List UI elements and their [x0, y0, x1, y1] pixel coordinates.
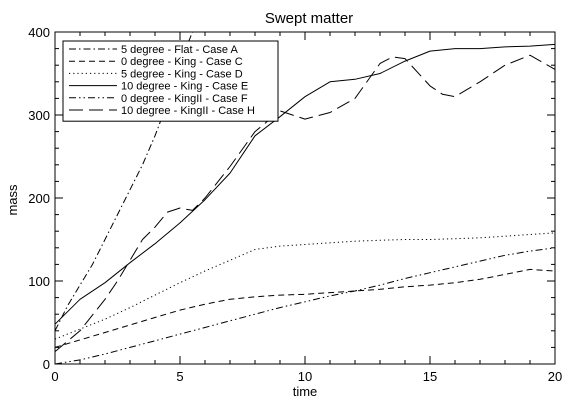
y-tick-label: 400 — [28, 25, 50, 40]
x-tick-label: 20 — [548, 369, 562, 384]
y-tick-label: 200 — [28, 191, 50, 206]
legend-label: 10 degree - King - Case E — [121, 81, 248, 93]
x-tick-label: 10 — [298, 369, 312, 384]
series-line-4 — [55, 43, 555, 325]
y-tick-label: 0 — [43, 357, 50, 372]
series-line-5 — [55, 247, 555, 364]
legend-label: 5 degree - Flat - Case A — [121, 44, 238, 56]
y-tick-label: 300 — [28, 108, 50, 123]
legend-label: 10 degree - KingII - Case H — [121, 105, 255, 117]
y-tick-label: 100 — [28, 274, 50, 289]
y-axis-label: mass — [5, 184, 20, 216]
legend: 5 degree - Flat - Case A0 degree - King … — [62, 40, 279, 122]
series-line-2 — [55, 268, 555, 348]
x-tick-label: 15 — [423, 369, 437, 384]
legend-label: 5 degree - King - Case D — [121, 68, 243, 80]
legend-label: 0 degree - KingII - Case F — [121, 93, 248, 105]
x-tick-label: 0 — [51, 369, 58, 384]
x-axis-label: time — [293, 384, 318, 399]
legend-label: 0 degree - King - Case C — [121, 56, 243, 68]
series-line-6 — [55, 54, 555, 352]
series-line-3 — [55, 232, 555, 340]
chart-title: Swept matter — [265, 10, 353, 27]
x-tick-label: 5 — [176, 369, 183, 384]
legend-box — [62, 40, 279, 122]
